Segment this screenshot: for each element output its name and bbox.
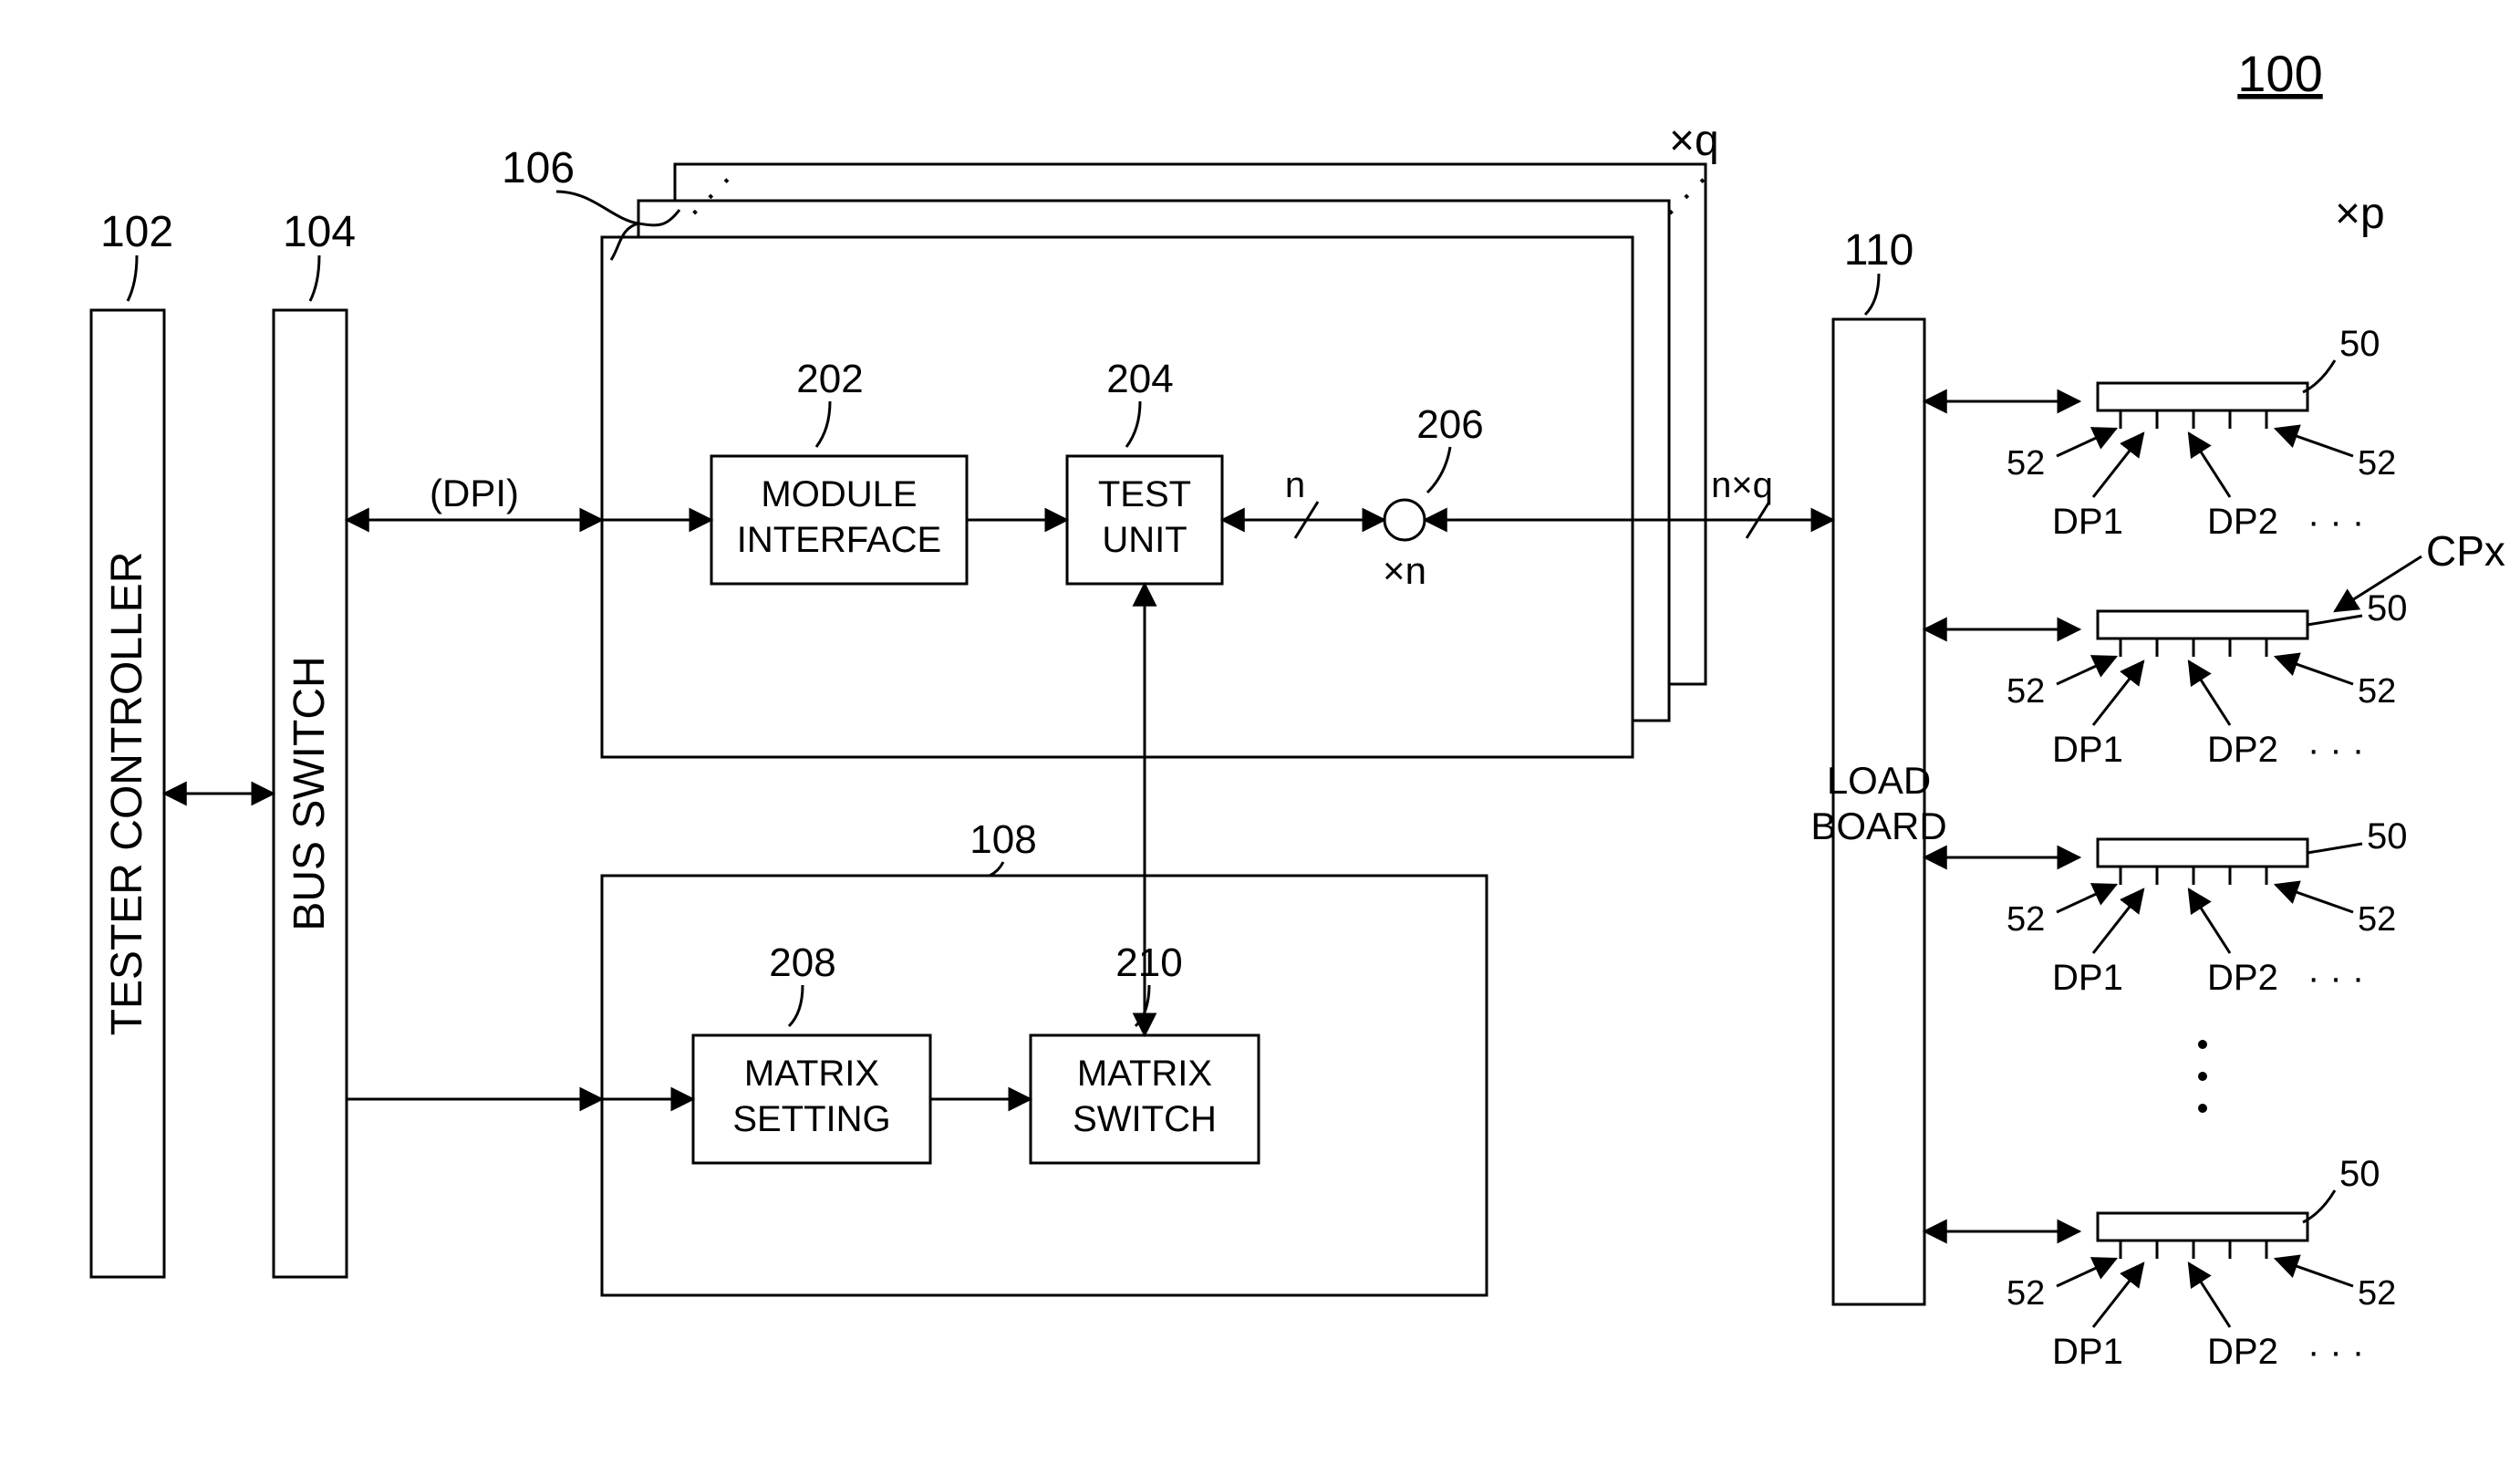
tester-controller-ref: 102 <box>100 208 173 256</box>
load-board-l1: LOAD <box>1827 759 1931 802</box>
dut1-ellipsis: · · · <box>2307 502 2364 542</box>
dut4-dp1: DP1 <box>2052 1332 2123 1372</box>
dut2-ellipsis: · · · <box>2307 730 2364 770</box>
dut3-dp2: DP2 <box>2207 958 2278 998</box>
bus-switch-ref: 104 <box>283 208 356 256</box>
matrix-setting-l2: SETTING <box>732 1099 890 1139</box>
dut2-chip-ref: 50 <box>2367 588 2408 628</box>
matrix-setting-l1: MATRIX <box>744 1054 879 1094</box>
dut4-chip-ref: 50 <box>2339 1154 2380 1194</box>
dut2-dp2: DP2 <box>2207 730 2278 770</box>
signal-nxq: n×q <box>1711 465 1773 505</box>
dut1-dp1: DP1 <box>2052 502 2123 542</box>
dut2-pin-ref-l: 52 <box>2007 672 2045 711</box>
dut3-dp1: DP1 <box>2052 958 2123 998</box>
dut2-pin-ref-r: 52 <box>2358 672 2396 711</box>
module-interface-l1: MODULE <box>761 474 917 514</box>
dut3-ellipsis: · · · <box>2307 958 2364 998</box>
dut-vdots <box>2198 1040 2207 1113</box>
dut1-chip-ref: 50 <box>2339 324 2380 364</box>
dut3-pin-ref-r: 52 <box>2358 900 2396 939</box>
bus-switch-label: BUS SWITCH <box>285 656 334 930</box>
dpi-label: (DPI) <box>430 472 519 514</box>
figure-number: 100 <box>2237 45 2322 102</box>
test-unit-ref: 204 <box>1106 357 1173 401</box>
matrix-setting-ref: 208 <box>769 940 835 985</box>
matrix-switch-l1: MATRIX <box>1077 1054 1212 1094</box>
pin-node-count: ×n <box>1383 549 1426 592</box>
load-board-block: 110 LOAD BOARD <box>1810 226 1946 1304</box>
load-board-ref: 110 <box>1844 226 1914 275</box>
matrix-module: 108 208 MATRIX SETTING 210 MATRIX SWITCH <box>602 817 1487 1295</box>
test-unit-l2: UNIT <box>1102 520 1187 560</box>
test-module-ref: 106 <box>502 144 575 192</box>
dut3-chip-ref: 50 <box>2367 816 2408 857</box>
dut-group-label: CPx <box>2426 527 2505 575</box>
dut4-ellipsis: · · · <box>2307 1332 2364 1372</box>
dut3-pin-ref-l: 52 <box>2007 900 2045 939</box>
dut-1: 50 52 52 DP1 DP2 · · · <box>1924 324 2396 542</box>
module-interface-l2: INTERFACE <box>737 520 941 560</box>
matrix-module-ref: 108 <box>970 817 1036 862</box>
test-module-stack: · · · · · · 106 ×q 202 MODULE INTERFACE … <box>502 117 1719 757</box>
dut4-pin-ref-r: 52 <box>2358 1274 2396 1313</box>
dut-2: 50 52 52 DP1 DP2 · · · <box>1924 588 2408 770</box>
matrix-switch-ref: 210 <box>1115 940 1182 985</box>
dut1-pin-ref-l: 52 <box>2007 444 2045 483</box>
signal-n: n <box>1285 465 1305 505</box>
dut4-pin-ref-l: 52 <box>2007 1274 2045 1313</box>
matrix-switch-l2: SWITCH <box>1073 1099 1217 1139</box>
load-board-l2: BOARD <box>1810 805 1946 847</box>
tester-controller-block: 102 TESTER CONTROLLER <box>91 208 173 1277</box>
dut-4: 50 52 52 DP1 DP2 · · · <box>1924 1154 2396 1372</box>
test-module-count: ×q <box>1669 117 1719 165</box>
dut-count-label: ×p <box>2335 190 2385 238</box>
dut1-dp2: DP2 <box>2207 502 2278 542</box>
bus-switch-block: 104 BUS SWITCH <box>274 208 356 1277</box>
pin-node-ref: 206 <box>1416 402 1483 447</box>
dut4-dp2: DP2 <box>2207 1332 2278 1372</box>
dut2-dp1: DP1 <box>2052 730 2123 770</box>
diagram-canvas: 100 102 TESTER CONTROLLER 104 BUS SWITCH… <box>0 0 2520 1464</box>
pin-node-circle <box>1384 500 1425 540</box>
module-interface-ref: 202 <box>796 357 863 401</box>
dut1-pin-ref-r: 52 <box>2358 444 2396 483</box>
test-unit-l1: TEST <box>1098 474 1191 514</box>
tester-controller-label: TESTER CONTROLLER <box>103 552 151 1036</box>
dut-3: 50 52 52 DP1 DP2 · · · <box>1924 816 2408 998</box>
